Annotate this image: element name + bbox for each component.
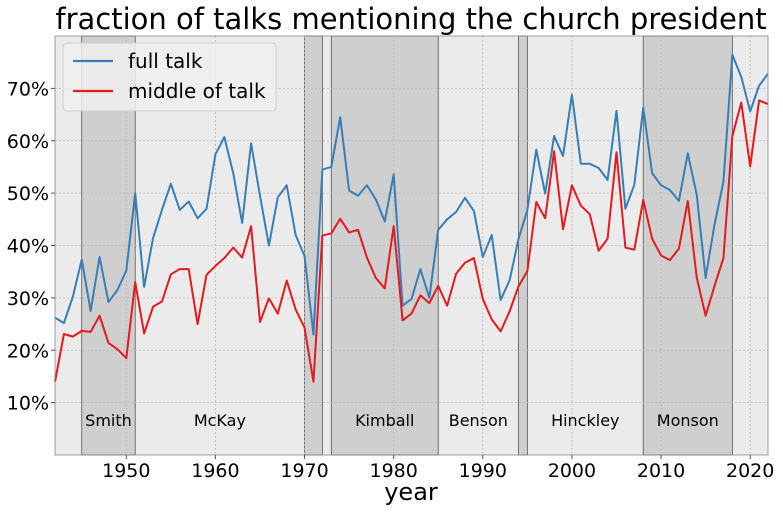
era-label-kimball: Kimball (355, 411, 414, 430)
era-label-monson: Monson (657, 411, 719, 430)
legend: full talk middle of talk (62, 42, 277, 112)
era-label-mckay: McKay (194, 411, 246, 430)
x-tick-label: 1980 (369, 460, 417, 482)
era-label-benson: Benson (449, 411, 508, 430)
era-label-hinckley: Hinckley (551, 411, 619, 430)
legend-box (62, 42, 277, 112)
series-line-full-talk (54, 53, 769, 336)
x-tick-label: 1990 (459, 460, 507, 482)
y-tick-label: 40% (7, 236, 49, 258)
x-tick-label: 2000 (548, 460, 596, 482)
y-tick-label: 20% (7, 340, 49, 362)
y-tick-label: 30% (7, 288, 49, 310)
x-tick-label: 1970 (280, 460, 328, 482)
legend-label: full talk (128, 49, 203, 73)
plot-area: Smith McKay Kimball Benson Hinckley Monson 195… (7, 35, 774, 482)
x-tick-label: 1950 (102, 460, 150, 482)
y-tick-label: 50% (7, 183, 49, 205)
y-tick-label: 70% (7, 78, 49, 100)
era-label-smith: Smith (85, 411, 132, 430)
legend-label: middle of talk (128, 79, 266, 103)
x-tick-label: 1960 (191, 460, 239, 482)
x-axis-label: year (384, 478, 438, 506)
y-tick-label: 60% (7, 131, 49, 153)
y-tick-label: 10% (7, 393, 49, 415)
series-line-middle-of-talk (54, 99, 769, 383)
chart-title: fraction of talks mentioning the church … (55, 2, 766, 36)
x-tick-label: 2020 (726, 460, 774, 482)
x-tick-label: 2010 (637, 460, 685, 482)
